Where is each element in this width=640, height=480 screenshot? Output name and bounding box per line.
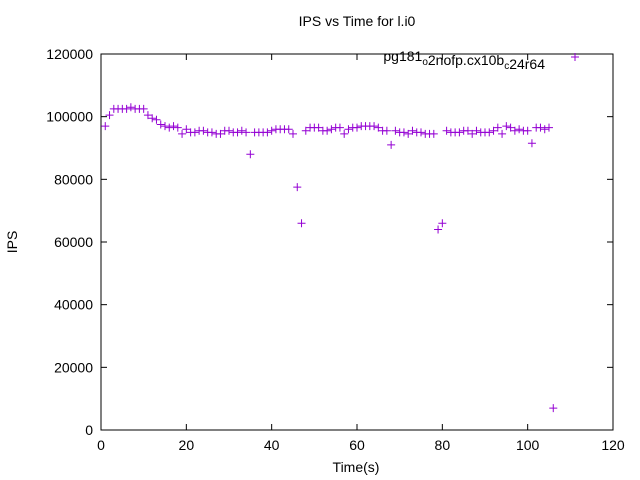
data-point	[122, 104, 131, 113]
data-point	[429, 129, 438, 138]
y-tick-label: 0	[85, 422, 93, 438]
data-point	[242, 128, 251, 137]
data-point	[404, 129, 413, 138]
data-point	[370, 122, 379, 131]
data-point	[527, 139, 536, 148]
data-point	[540, 125, 549, 134]
data-point	[485, 128, 494, 137]
data-point	[417, 128, 425, 137]
x-tick-label: 20	[179, 437, 195, 453]
data-point	[101, 122, 110, 131]
data-point	[438, 219, 447, 228]
data-point	[468, 129, 477, 138]
x-tick-label: 120	[601, 437, 625, 453]
y-tick-label: 120000	[46, 46, 93, 62]
data-point	[498, 129, 507, 138]
data-point	[327, 125, 336, 134]
data-point	[463, 126, 472, 135]
data-point	[246, 150, 255, 159]
data-point	[399, 128, 408, 137]
data-point	[225, 126, 233, 135]
plot-frame	[100, 53, 614, 431]
data-point	[207, 128, 216, 137]
legend-key-symbol	[571, 53, 579, 61]
data-point	[510, 126, 519, 135]
data-point	[139, 104, 148, 113]
data-point	[178, 129, 187, 138]
data-point	[314, 123, 323, 132]
data-point	[169, 122, 178, 131]
data-point	[173, 123, 182, 132]
legend-label: pg181o2nofp.cx10bc24r64	[383, 48, 545, 72]
y-axis-label: IPS	[4, 231, 20, 254]
data-point	[267, 126, 276, 135]
data-point	[143, 111, 152, 120]
x-tick-label: 80	[435, 437, 451, 453]
data-point	[549, 404, 558, 413]
chart-title: IPS vs Time for l.i0	[299, 13, 416, 29]
data-point	[344, 125, 353, 134]
data-point	[152, 115, 161, 124]
data-point	[323, 126, 332, 135]
data-point	[289, 129, 297, 138]
y-tick-label: 80000	[54, 171, 93, 187]
data-point	[105, 111, 114, 120]
data-point	[297, 219, 306, 228]
data-point	[301, 126, 310, 135]
data-point	[190, 128, 199, 137]
data-point	[408, 126, 417, 135]
x-axis-label: Time(s)	[333, 459, 380, 475]
x-tick-label: 100	[516, 437, 540, 453]
x-tick-label: 40	[264, 437, 280, 453]
data-point	[340, 129, 349, 138]
data-point	[182, 125, 191, 134]
data-point	[472, 126, 481, 135]
data-point	[434, 225, 443, 234]
data-point	[161, 122, 169, 131]
data-point	[237, 126, 246, 135]
data-point	[216, 129, 225, 138]
y-tick-label: 60000	[54, 234, 93, 250]
data-point	[199, 126, 208, 135]
data-point	[353, 123, 361, 132]
data-point	[545, 123, 553, 132]
data-point	[374, 123, 383, 132]
data-point	[387, 140, 396, 149]
data-point	[263, 128, 272, 137]
data-point	[335, 123, 344, 132]
data-point	[515, 125, 524, 134]
data-point	[442, 126, 451, 135]
data-point	[126, 103, 135, 112]
x-tick-label: 0	[97, 437, 105, 453]
y-tick-label: 100000	[46, 109, 93, 125]
data-point	[493, 123, 502, 132]
data-point	[382, 126, 391, 135]
data-point	[293, 183, 302, 192]
data-point	[156, 120, 165, 129]
data-point	[455, 128, 464, 137]
data-point	[523, 126, 532, 135]
data-point	[502, 122, 511, 131]
x-tick-label: 60	[349, 437, 365, 453]
data-point	[391, 126, 400, 135]
data-point	[489, 126, 498, 135]
data-point	[165, 123, 174, 132]
y-tick-label: 20000	[54, 359, 93, 375]
data-point	[148, 114, 157, 123]
data-point	[284, 125, 293, 134]
data-point	[506, 123, 515, 132]
y-tick-label: 40000	[54, 297, 93, 313]
data-point	[536, 123, 545, 132]
data-point	[233, 128, 242, 137]
